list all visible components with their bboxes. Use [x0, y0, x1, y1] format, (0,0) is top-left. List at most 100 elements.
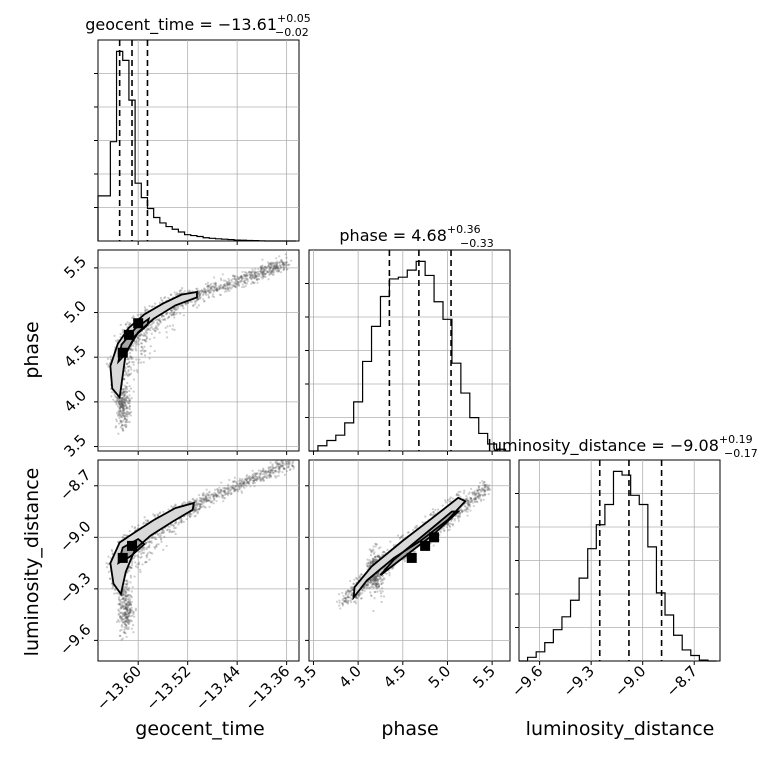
sample-point	[126, 620, 129, 624]
sample-point	[260, 272, 263, 275]
sample-point	[269, 472, 272, 475]
sample-point	[117, 597, 120, 600]
sample-point	[202, 298, 205, 301]
sample-point	[124, 605, 127, 609]
sample-point	[139, 313, 142, 316]
sample-point	[174, 293, 177, 296]
sample-point	[483, 488, 487, 492]
sample-point	[194, 514, 197, 517]
sample-point	[219, 286, 222, 290]
sample-point	[373, 555, 376, 559]
sample-point	[368, 581, 372, 584]
sample-point	[232, 283, 235, 286]
sample-point	[251, 281, 255, 284]
sample-point	[127, 621, 130, 624]
sample-point	[122, 408, 125, 412]
sample-point	[457, 494, 461, 497]
sample-point	[253, 271, 256, 275]
sample-point	[488, 488, 492, 491]
sample-point	[467, 503, 470, 506]
sample-point	[222, 494, 225, 498]
sample-point	[240, 274, 243, 278]
sample-point	[123, 408, 126, 411]
sample-point	[269, 266, 272, 270]
sample-point	[238, 483, 241, 486]
sample-point	[202, 499, 205, 502]
sample-point	[339, 607, 342, 610]
sample-point	[249, 485, 252, 488]
sample-point	[371, 560, 375, 563]
sample-point	[276, 461, 279, 465]
sample-point	[249, 276, 252, 279]
sample-point	[371, 560, 375, 563]
sample-point	[213, 286, 216, 290]
sample-point	[179, 289, 182, 292]
sample-point	[124, 613, 127, 616]
sample-point	[373, 578, 376, 581]
sample-point	[116, 397, 119, 400]
sample-point	[268, 266, 271, 269]
x-tick-label: −13.44	[192, 662, 244, 714]
sample-point	[120, 401, 123, 405]
sample-point	[357, 593, 360, 597]
sample-point	[281, 465, 284, 468]
sample-point	[233, 275, 236, 278]
sample-point	[148, 546, 151, 549]
sample-point	[121, 331, 124, 334]
sample-point	[457, 519, 460, 522]
sample-point	[228, 281, 231, 284]
sample-point	[127, 412, 131, 415]
sample-point	[467, 508, 470, 511]
sample-point	[261, 258, 264, 261]
sample-point	[125, 579, 129, 582]
sample-point	[249, 273, 252, 276]
sample-point	[383, 577, 386, 581]
sample-point	[139, 349, 142, 352]
sample-point	[238, 487, 241, 491]
sample-point	[218, 287, 221, 290]
sample-point	[124, 414, 127, 417]
sample-point	[192, 511, 195, 514]
sample-point	[411, 528, 415, 532]
sample-point	[377, 555, 380, 558]
sample-point	[173, 313, 176, 316]
sample-point	[216, 494, 219, 498]
sample-point	[365, 565, 369, 568]
sample-point	[204, 495, 207, 499]
sample-point	[230, 280, 233, 283]
sample-point	[244, 275, 248, 278]
sample-point	[481, 488, 485, 491]
sample-point	[254, 275, 257, 278]
sample-point	[128, 373, 131, 376]
sample-point	[182, 314, 186, 317]
sample-point	[472, 498, 476, 501]
sample-point	[469, 497, 473, 501]
sample-point	[140, 552, 143, 555]
sample-point	[482, 483, 485, 486]
sample-point	[238, 487, 241, 490]
sample-point	[273, 261, 277, 264]
sample-point	[269, 470, 272, 474]
sample-point	[119, 600, 122, 603]
sample-point	[259, 478, 262, 481]
sample-point	[137, 361, 140, 364]
sample-point	[125, 363, 129, 366]
sample-point	[132, 316, 135, 319]
sample-point	[268, 273, 271, 276]
sample-point	[268, 271, 271, 274]
sample-point	[261, 478, 264, 481]
sample-point	[231, 278, 234, 281]
sample-point	[348, 590, 352, 593]
sample-point	[355, 596, 358, 599]
sample-point	[475, 495, 478, 498]
sample-point	[232, 480, 235, 483]
sample-point	[277, 462, 280, 466]
sample-point	[291, 461, 295, 464]
sample-point	[343, 599, 346, 603]
sample-point	[488, 487, 491, 490]
sample-point	[368, 548, 371, 551]
sample-point	[243, 277, 246, 280]
sample-point	[129, 611, 132, 614]
sample-point	[199, 505, 202, 509]
sample-point	[274, 266, 278, 269]
